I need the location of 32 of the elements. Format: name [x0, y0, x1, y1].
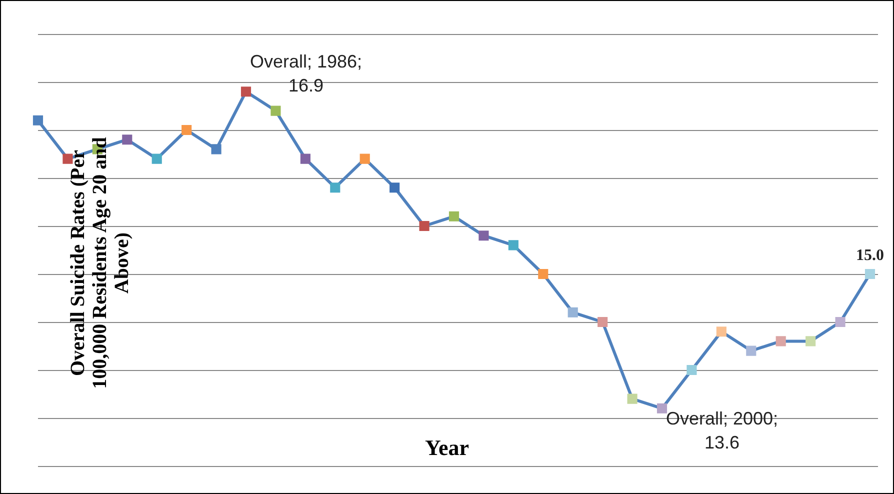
- point: [686, 364, 697, 376]
- data-label: 15.0: [856, 247, 884, 264]
- point: [835, 316, 846, 328]
- point: [152, 154, 162, 164]
- data-label: Overall; 1986; 16.9: [250, 52, 362, 96]
- point: [419, 220, 430, 232]
- point: [32, 115, 44, 126]
- point: [568, 307, 578, 318]
- point: [270, 106, 281, 116]
- point: [448, 211, 460, 222]
- point: [478, 230, 489, 241]
- point: [746, 346, 756, 356]
- point: [716, 326, 726, 337]
- point: [538, 268, 548, 280]
- point: [300, 154, 310, 164]
- y-axis-title: Overall Suicide Rates (Per 100,000 Residents Age 20 and Above): [67, 136, 133, 391]
- point: [240, 86, 252, 97]
- point: [211, 144, 222, 154]
- point: [864, 268, 876, 280]
- point: [806, 336, 816, 346]
- point: [390, 182, 400, 193]
- point: [330, 182, 340, 193]
- x-axis-title: Year: [425, 435, 469, 460]
- data-label: Overall; 2000; 13.6: [666, 408, 778, 452]
- point: [360, 154, 370, 164]
- point: [656, 403, 668, 414]
- point: [508, 240, 518, 250]
- point: [122, 134, 132, 145]
- point: [182, 124, 192, 136]
- point: [598, 316, 608, 328]
- point: [627, 394, 638, 404]
- point: [776, 336, 786, 346]
